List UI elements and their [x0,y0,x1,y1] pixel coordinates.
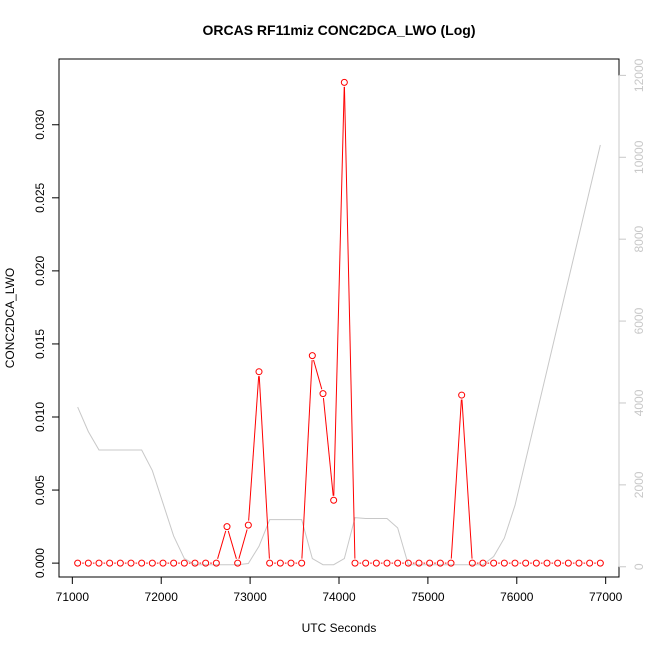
x-tick-label: 77000 [589,590,623,604]
data-point [586,559,594,567]
data-point [159,559,167,567]
data-point [372,559,380,567]
data-point [180,559,188,567]
data-point [234,559,242,567]
data-point [458,391,466,399]
x-axis: 71000 72000 73000 74000 75000 76000 77000 [56,576,623,604]
data-point [266,559,274,567]
data-point [447,559,455,567]
data-point [95,559,103,567]
data-point [383,559,391,567]
data-point [543,559,551,567]
data-point [106,559,114,567]
data-point [436,559,444,567]
x-tick-label: 72000 [145,590,179,604]
data-point [276,559,284,567]
data-point [564,559,572,567]
data-point [362,559,370,567]
data-point [138,559,146,567]
data-point [255,368,263,376]
data-point [522,559,530,567]
y-tick-label: 0.010 [33,402,47,432]
data-point [116,559,124,567]
y-axis: 0.000 0.005 0.010 0.015 0.020 0.025 0.030 [33,109,60,578]
series-segment [450,399,462,559]
y2-tick-label: 0 [632,563,646,570]
data-point [500,559,508,567]
data-point [404,559,412,567]
y2-tick-label: 4000 [632,389,646,416]
y2-axis: 0 2000 4000 6000 8000 10000 12000 [618,58,646,570]
data-point [84,559,92,567]
y2-tick-label: 6000 [632,307,646,334]
data-point [340,78,348,86]
plot-frame [58,58,620,578]
series-segment [248,376,260,521]
y2-tick-label: 8000 [632,226,646,253]
data-point [394,559,402,567]
data-point [287,559,295,567]
data-point [426,559,434,567]
series-segment [313,359,323,390]
series-segment [238,529,248,559]
x-tick-label: 75000 [411,590,445,604]
data-point [298,559,306,567]
data-point [330,496,338,504]
series-segment [461,399,473,559]
chart-title: ORCAS RF11miz CONC2DCA_LWO (Log) [202,22,475,38]
y-tick-label: 0.000 [33,548,47,578]
data-point [575,559,583,567]
data-point [511,559,519,567]
series-line [77,144,601,566]
y-axis-label: CONC2DCA_LWO [3,268,17,368]
y2-tick-label: 2000 [632,471,646,498]
data-point [202,559,210,567]
y-tick-label: 0.025 [33,182,47,212]
x-tick-label: 74000 [322,590,356,604]
right-axis-series [77,144,601,566]
data-point [308,352,316,360]
data-point [212,559,220,567]
data-point [244,521,252,529]
y2-tick-label: 12000 [632,58,646,92]
x-tick-label: 76000 [500,590,534,604]
series-segment [227,530,237,559]
x-tick-label: 71000 [56,590,90,604]
data-point [191,559,199,567]
data-point [415,559,423,567]
data-point [351,559,359,567]
series-segment [258,376,270,559]
x-tick-label: 73000 [233,590,267,604]
data-point [319,390,327,398]
data-point [532,559,540,567]
y-tick-label: 0.020 [33,256,47,286]
data-point [170,559,178,567]
y-tick-label: 0.005 [33,475,47,505]
data-point [468,559,476,567]
data-point [148,559,156,567]
data-point [596,559,604,567]
data-point [223,523,231,531]
data-point [554,559,562,567]
data-point [127,559,135,567]
x-axis-label: UTC Seconds [302,621,377,635]
series-segment [322,398,334,496]
y-tick-label: 0.015 [33,329,47,359]
data-point [479,559,487,567]
series-segment [333,86,345,496]
series-segment [343,86,356,559]
data-point [490,559,498,567]
series-segment [301,360,313,559]
y2-tick-label: 10000 [632,140,646,174]
data-point [74,559,82,567]
left-axis-series [74,78,604,567]
series-segment [217,530,227,559]
y-tick-label: 0.030 [33,109,47,139]
